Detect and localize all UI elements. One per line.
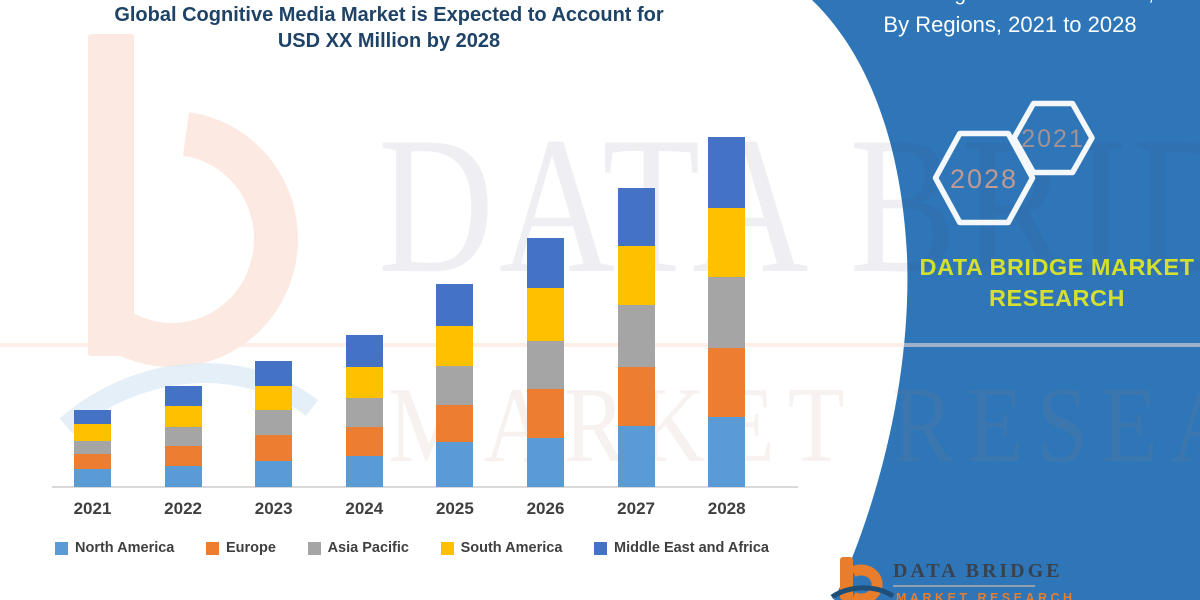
brand-text-line2: RESEARCH — [989, 285, 1125, 311]
brand-text-line1: DATA BRIDGE MARKET — [919, 254, 1195, 280]
bar-segment — [708, 277, 746, 348]
bar-segment — [617, 367, 655, 426]
bar-segment — [74, 410, 111, 424]
bar-segment — [74, 454, 111, 469]
bar-plot: 2021 2022 2023 2024 2025 2026 2027 2028 — [52, 137, 798, 518]
bar-segment — [617, 426, 655, 487]
stacked-bar-2025 — [436, 284, 474, 487]
bar-segment — [255, 361, 293, 386]
panel-heading-clipped: Global Cognitive Media Market, — [815, 0, 1200, 4]
legend-label: North America — [75, 540, 175, 556]
legend-label: South America — [460, 540, 563, 556]
bar-segment — [255, 461, 293, 487]
legend-swatch — [55, 541, 68, 555]
bar-segment — [345, 335, 383, 367]
bar-segment — [436, 284, 474, 326]
bar-segment — [345, 367, 383, 398]
x-axis-label: 2023 — [254, 499, 293, 518]
bar-segment — [164, 446, 202, 466]
bar-segment — [345, 398, 383, 427]
legend-label: Asia Pacific — [327, 540, 409, 556]
faint-horizontal-band — [0, 343, 1200, 347]
chart-title-line2: USD XX Million by 2028 — [277, 30, 501, 52]
bar-segment — [617, 246, 655, 305]
footer-b-icon — [840, 557, 883, 600]
bar-segment — [708, 417, 746, 487]
legend-swatch — [594, 541, 607, 555]
stacked-bar-2026 — [527, 238, 564, 487]
legend-label: Middle East and Africa — [614, 540, 769, 556]
footer-logo-name: DATA BRIDGE — [893, 560, 1063, 582]
legend-swatch — [206, 541, 219, 555]
chart-title-line1: Global Cognitive Media Market is Expecte… — [114, 4, 664, 26]
x-axis-label: 2028 — [707, 499, 746, 518]
x-axis-label: 2021 — [73, 499, 112, 518]
bar-segment — [708, 348, 746, 417]
hexagon-2028-outline — [932, 130, 1036, 226]
bar-segment — [436, 405, 474, 442]
legend-item: North America — [55, 540, 174, 556]
brand-text: DATA BRIDGE MARKET RESEARCH — [898, 252, 1200, 314]
footer-logo-subtext: MARKET RESEARCH — [896, 591, 1076, 600]
watermark-text-line2: MARKET RESEARCH — [388, 366, 1200, 485]
bar-segment — [255, 386, 293, 410]
panel-heading: By Regions, 2021 to 2028 — [883, 12, 1137, 37]
bar-segment — [527, 438, 564, 487]
bar-segment — [527, 389, 564, 438]
bar-segment — [436, 442, 474, 487]
stacked-bar-2024 — [345, 335, 383, 487]
legend-item: Europe — [206, 540, 276, 556]
bar-segment — [527, 238, 564, 288]
bar-segment — [255, 410, 293, 435]
hexagon-2021-label: 2021 — [1021, 125, 1085, 153]
bar-segment — [527, 341, 564, 389]
legend-swatch — [440, 541, 454, 555]
hexagon-2021-outline — [1011, 100, 1095, 176]
bar-segment — [74, 441, 111, 454]
stacked-bar-2027 — [617, 188, 655, 487]
bar-segment — [708, 137, 746, 208]
bar-segment — [164, 427, 202, 446]
stacked-bar-2022 — [164, 386, 202, 487]
x-axis-label: 2022 — [164, 499, 202, 518]
bar-segment — [617, 305, 655, 367]
chart-title: Global Cognitive Media Market is Expecte… — [58, 2, 720, 54]
legend-label: Europe — [226, 540, 276, 556]
footer-logo-underline — [893, 585, 1035, 587]
footer-swoosh-icon — [830, 585, 895, 600]
bar-segment — [74, 469, 111, 487]
legend-swatch — [307, 541, 321, 555]
legend: North America Europe Asia Pacific South Ame… — [55, 540, 769, 556]
bar-segment — [164, 406, 202, 427]
stacked-bar-2021 — [74, 410, 111, 487]
x-axis-label: 2027 — [617, 499, 655, 518]
bar-segment — [436, 366, 474, 405]
bar-segment — [164, 386, 202, 406]
bar-segment — [164, 466, 202, 487]
x-axis-line — [52, 486, 798, 488]
bar-segment — [255, 435, 293, 461]
legend-item: Middle East and Africa — [594, 540, 769, 556]
bar-segment — [617, 188, 655, 246]
hexagon-2028-label: 2028 — [949, 164, 1019, 194]
bar-segment — [527, 288, 564, 341]
legend-item: South America — [440, 540, 563, 556]
x-axis-label: 2025 — [435, 499, 474, 518]
stacked-bar-2023 — [255, 361, 293, 487]
bar-segment — [436, 326, 474, 366]
blue-panel-shape — [812, 0, 1200, 600]
legend-item: Asia Pacific — [307, 540, 409, 556]
b-glyph-watermark — [88, 34, 298, 367]
stacked-bar-2028 — [708, 137, 746, 487]
bar-segment — [708, 208, 746, 277]
bar-segment — [345, 427, 383, 456]
x-axis-label: 2024 — [345, 499, 384, 518]
bar-segment — [74, 424, 111, 441]
bar-segment — [345, 456, 383, 487]
x-axis-label: 2026 — [526, 499, 565, 518]
